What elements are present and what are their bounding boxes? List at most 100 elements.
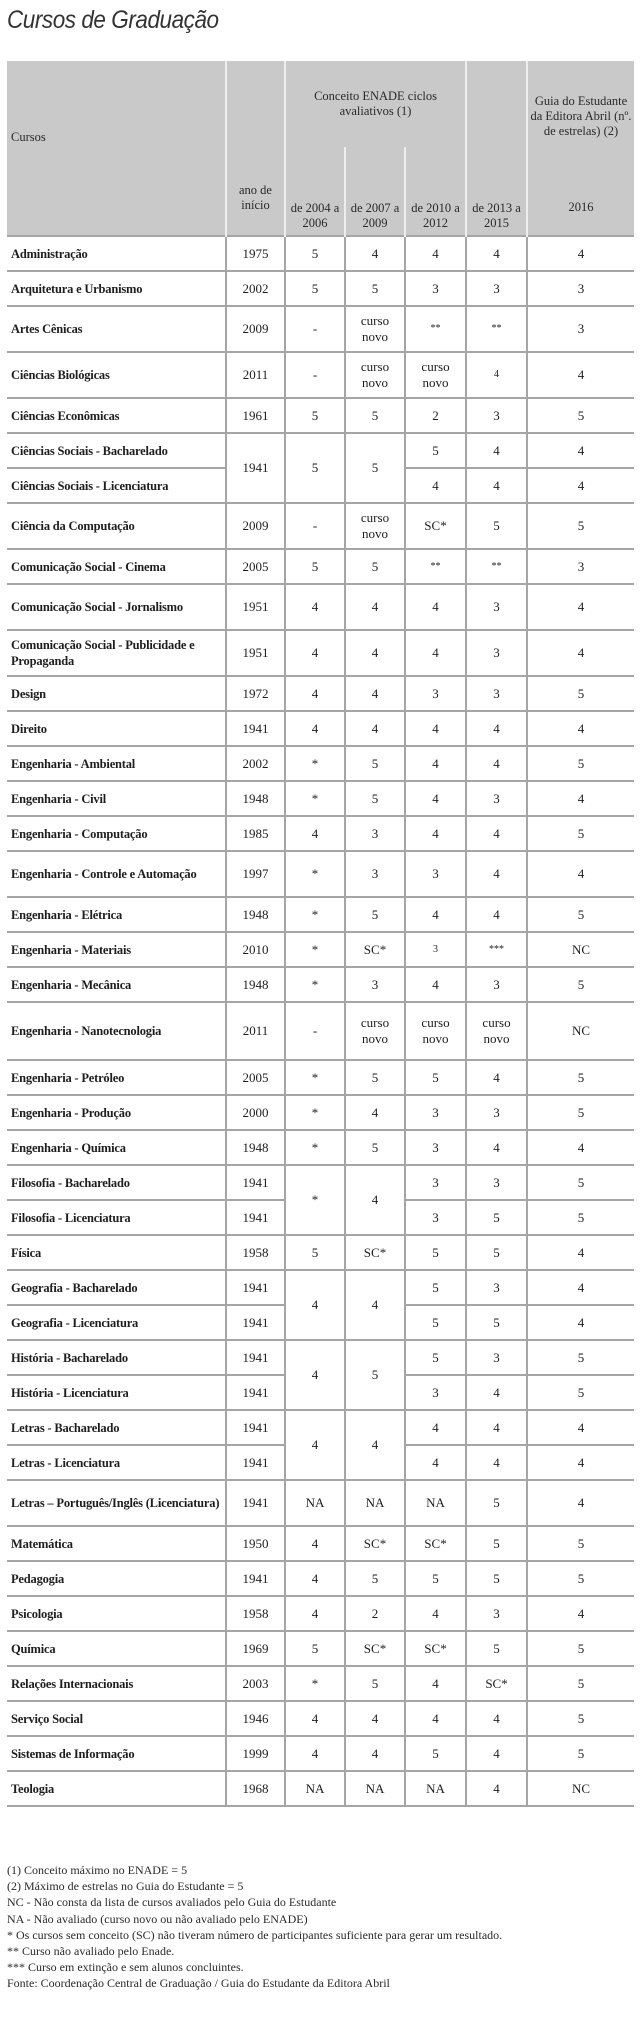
course-name: Relações Internacionais [7,1665,227,1702]
enade-score-1: 4 [284,1595,346,1632]
enade-score-4: 4 [465,850,529,898]
course-name: Sistemas de Informação [7,1735,227,1772]
guia-stars: NC [526,1001,635,1061]
course-name: Física [7,1234,227,1271]
course-name: Engenharia - Materiais [7,931,227,968]
enade-score-3: 4 [403,235,468,272]
start-year: 1968 [225,1770,286,1807]
course-name: Engenharia - Ambiental [7,745,227,782]
enade-score-3: 4 [403,629,468,677]
course-name: Filosofia - Licenciatura [7,1199,227,1236]
start-year: 1958 [225,1595,286,1632]
enade-score-4: 3 [465,1094,529,1131]
enade-score-1: NA [284,1770,346,1807]
start-year: 2000 [225,1094,286,1131]
header-cursos: Cursos [7,61,227,236]
guia-stars: 4 [526,850,635,898]
enade-score-4: 5 [465,1234,529,1271]
guia-stars: 4 [526,1595,635,1632]
table-row: Comunicação Social - Jornalismo 1951 4 4 4 3 4 [7,583,635,631]
footnote: NC - Não consta da lista de cursos avali… [7,1895,337,1910]
enade-score-4: 4 [465,710,529,747]
enade-score-3: SC* [403,502,468,550]
enade-score-2: SC* [344,1630,406,1667]
enade-score-3: 4 [403,966,468,1003]
enade-score-3: 5 [403,1304,468,1341]
course-name: Engenharia - Controle e Automação [7,850,227,898]
enade-score-2: 4 [344,1700,406,1737]
enade-score-3: 4 [403,1665,468,1702]
enade-score-3: 5 [403,1339,468,1376]
start-year: 1951 [225,629,286,677]
start-year: 2009 [225,305,286,353]
enade-score-3: 4 [403,1444,468,1481]
courses-table: Cursos ano de início Conceito ENADE cicl… [7,61,635,1807]
enade-score-4: *** [465,931,529,968]
enade-score-3: 5 [403,432,468,469]
enade-score-4: ** [465,548,529,585]
table-row: Geografia - Bacharelado 1941 4 4 5 3 4 [7,1269,635,1341]
enade-score-2: 4 [344,583,406,631]
header-spacer [465,61,529,147]
table-row: Engenharia - Produção 2000 * 4 3 3 5 [7,1094,635,1131]
start-year: 1950 [225,1525,286,1562]
enade-score-3: 4 [403,1595,468,1632]
enade-score-4: 4 [465,1129,529,1166]
start-year: 1941 [225,1444,286,1481]
enade-score-4: 3 [465,1595,529,1632]
table-row: Serviço Social 1946 4 4 4 4 5 [7,1700,635,1737]
enade-score-3: 4 [403,780,468,817]
enade-score-4: 3 [465,1164,529,1201]
enade-score-2: 5 [344,1129,406,1166]
enade-score-2: 3 [344,850,406,898]
header-guia-group: Guia do Estudante da Editora Abril (nº. … [526,61,635,147]
guia-stars: 5 [526,1630,635,1667]
guia-stars: 3 [526,270,635,307]
enade-score-1: * [284,931,346,968]
footnote: Fonte: Coordenação Central de Graduação … [7,1976,390,1991]
enade-score-4: 4 [465,1735,529,1772]
enade-score-3: SC* [403,1630,468,1667]
table-row: Ciências Econômicas 1961 5 5 2 3 5 [7,397,635,434]
enade-score-4: SC* [465,1665,529,1702]
enade-score-4: 4 [465,896,529,933]
footnote: ** Curso não avaliado pelo Enade. [7,1944,175,1959]
enade-score-1: 4 [284,583,346,631]
enade-score-3: 5 [403,1560,468,1597]
guia-stars: 5 [526,1094,635,1131]
enade-score-4: 3 [465,270,529,307]
header-period-1: de 2004 a 2006 [284,147,346,236]
guia-stars: 5 [526,502,635,550]
enade-score-1: * [284,1665,346,1702]
enade-score-1: 4 [284,629,346,677]
enade-score-3: 4 [403,1700,468,1737]
course-name: Letras – Português/Inglês (Licenciatura) [7,1479,227,1527]
enade-score-1: 4 [284,815,346,852]
course-name: Engenharia - Petróleo [7,1059,227,1096]
enade-score-2: 4 [344,235,406,272]
guia-stars: 4 [526,432,635,469]
enade-score-2: curso novo [344,305,406,353]
enade-score-3: curso novo [403,1001,468,1061]
enade-score-3: 4 [403,710,468,747]
start-year: 1941 [225,1269,286,1306]
guia-stars: 3 [526,305,635,353]
table-row: Engenharia - Nanotecnologia 2011- curso no… [7,1001,635,1061]
course-name: Teologia [7,1770,227,1807]
footnote: NA - Não avaliado (curso novo ou não ava… [7,1911,308,1926]
enade-score-1: - [284,502,346,550]
enade-score-1: * [284,850,346,898]
enade-score-3: 5 [403,1269,468,1306]
header-period-2: de 2007 a 2009 [344,147,406,236]
header-guia-year: 2016 [526,147,635,236]
guia-stars: 4 [526,629,635,677]
guia-stars: 4 [526,351,635,399]
guia-stars: 4 [526,467,635,504]
table-row: Engenharia - Elétrica 1948 * 5 4 4 5 [7,896,635,933]
guia-stars: 4 [526,1444,635,1481]
enade-score-1: * [284,1129,346,1166]
course-name: Ciências Sociais - Bacharelado [7,432,227,469]
enade-score-2: SC* [344,931,406,968]
table-row: Sistemas de Informação 1999 4 4 5 4 5 [7,1735,635,1772]
enade-score-1: 4 [284,1700,346,1737]
